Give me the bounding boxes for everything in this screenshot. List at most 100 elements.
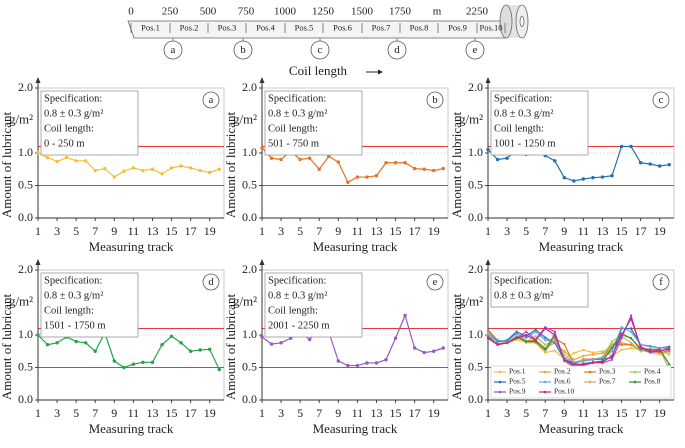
legend-label: Pos.5 <box>509 377 526 386</box>
data-point <box>505 341 509 344</box>
data-point <box>515 332 518 335</box>
data-point <box>441 346 445 350</box>
data-point <box>668 348 671 351</box>
x-tick-label: 3 <box>278 406 284 420</box>
scale-label: 500 <box>200 6 217 18</box>
y-tick-label: 2.0 <box>468 262 483 276</box>
x-tick-label: 9 <box>335 406 341 420</box>
y-tick-label: 0.5 <box>242 359 257 373</box>
x-tick-label: 13 <box>146 224 158 238</box>
data-point <box>188 166 193 170</box>
position-label: Pos.1 <box>141 22 160 32</box>
data-point <box>582 354 585 357</box>
y-tick-label: 0.5 <box>468 359 483 373</box>
data-point <box>55 341 59 345</box>
scale-label: m <box>433 6 442 18</box>
data-point <box>365 361 369 365</box>
data-point <box>524 330 528 333</box>
x-tick-label: 7 <box>316 224 322 238</box>
data-point <box>553 340 556 343</box>
x-tick-label: 5 <box>523 406 529 420</box>
x-tick-label: 15 <box>166 224 178 238</box>
y-tick-label: 0.5 <box>468 177 483 191</box>
data-point <box>591 176 595 180</box>
panel-letter: a <box>209 95 214 106</box>
data-point <box>122 365 126 370</box>
legend-swatch-dot <box>498 370 502 374</box>
y-axis-arrow <box>485 77 491 83</box>
data-point <box>582 348 585 352</box>
marker-letter: d <box>394 44 400 56</box>
data-point <box>582 363 585 366</box>
data-point <box>610 346 614 350</box>
scale-label: 2250 <box>466 6 489 18</box>
y-tick-label: 1.0 <box>468 327 483 341</box>
data-point <box>298 157 302 162</box>
legend-label: Pos.9 <box>509 387 526 396</box>
data-point <box>534 339 537 342</box>
data-point <box>553 333 556 337</box>
data-point <box>629 337 633 340</box>
x-tick-label: 19 <box>204 224 216 238</box>
x-tick-label: 19 <box>428 224 440 238</box>
x-tick-label: 5 <box>523 224 529 238</box>
data-point <box>563 358 566 361</box>
y-tick-label: 1.0 <box>18 145 33 159</box>
data-point <box>601 352 604 355</box>
data-point <box>600 175 605 179</box>
data-point <box>160 172 164 176</box>
annotation-text: 0.8 ± 0.3 g/m² <box>494 108 553 119</box>
data-point <box>403 313 407 318</box>
data-point <box>393 161 398 165</box>
data-point <box>658 349 661 352</box>
y-axis-label: Amount of lubricant <box>449 294 464 401</box>
x-tick-label: 19 <box>428 406 440 420</box>
data-point <box>572 179 576 183</box>
data-point <box>374 361 379 365</box>
annotation-text: Specification: <box>44 93 102 104</box>
y-tick-label: 0.5 <box>18 359 33 373</box>
data-point <box>629 314 633 317</box>
annotation-box <box>490 272 589 308</box>
data-point <box>486 328 490 331</box>
y-tick-label: 1.0 <box>242 327 257 341</box>
data-point <box>336 160 341 164</box>
data-point <box>486 148 490 152</box>
panel-letter-circle <box>202 91 220 109</box>
legend-label: Pos.7 <box>599 377 616 386</box>
position-label: Pos.9 <box>448 22 467 32</box>
y-tick-label: 2.0 <box>18 80 33 94</box>
x-tick-label: 13 <box>146 406 158 420</box>
data-point <box>572 363 576 366</box>
data-point <box>629 317 633 320</box>
annotation-text: 1001 - 1250 m <box>494 138 556 149</box>
marker-circle <box>233 40 253 60</box>
annotation-box <box>40 272 139 338</box>
x-tick-label: 1 <box>259 406 265 420</box>
data-point <box>74 339 78 344</box>
data-point <box>150 360 155 364</box>
x-tick-label: 11 <box>578 406 590 420</box>
data-point <box>74 159 78 163</box>
annotation-text: Coil length: <box>268 123 318 134</box>
data-point <box>562 176 567 180</box>
data-point <box>648 345 652 348</box>
x-tick-label: 3 <box>504 224 510 238</box>
data-point <box>122 169 126 173</box>
data-point <box>422 350 426 355</box>
legend-swatch-dot <box>633 380 637 384</box>
data-point <box>317 167 321 171</box>
x-tick-label: 11 <box>578 224 590 238</box>
data-point <box>495 157 500 162</box>
x-tick-label: 1 <box>485 406 491 420</box>
annotation-text: 0.8 ± 0.3 g/m² <box>44 108 103 119</box>
data-point <box>601 350 604 353</box>
arrow-head <box>378 69 383 75</box>
scale-label: 1500 <box>351 6 374 18</box>
data-point <box>563 342 566 346</box>
data-point <box>563 353 566 356</box>
annotation-text: 501 - 750 m <box>268 138 319 149</box>
